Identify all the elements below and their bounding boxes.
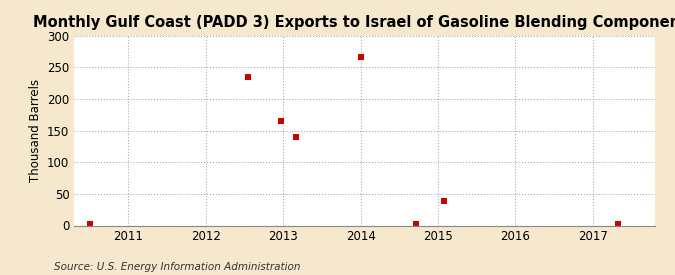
Text: Source: U.S. Energy Information Administration: Source: U.S. Energy Information Administ… xyxy=(54,262,300,272)
Title: Monthly Gulf Coast (PADD 3) Exports to Israel of Gasoline Blending Components: Monthly Gulf Coast (PADD 3) Exports to I… xyxy=(33,15,675,31)
Y-axis label: Thousand Barrels: Thousand Barrels xyxy=(28,79,42,182)
